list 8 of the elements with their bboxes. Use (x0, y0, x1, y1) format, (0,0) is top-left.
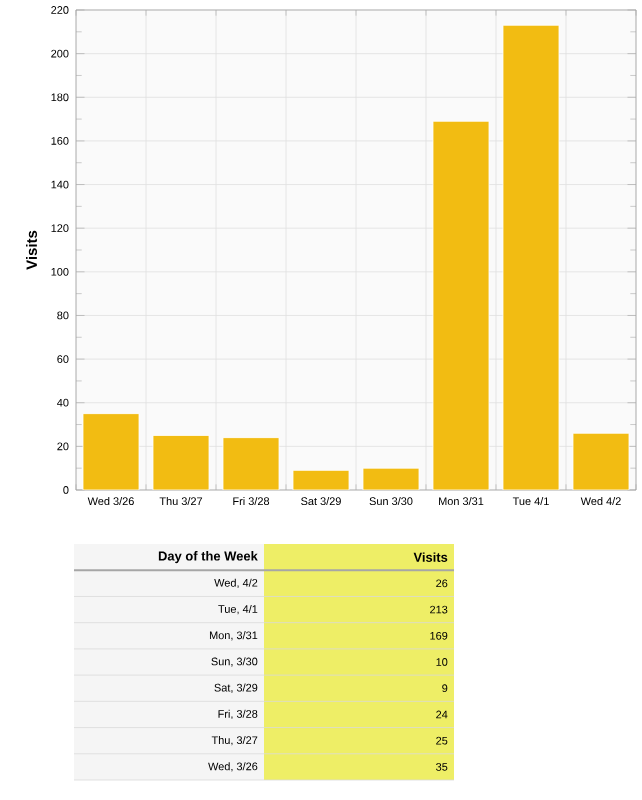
bar (152, 435, 210, 490)
bar (502, 24, 560, 490)
bar (222, 437, 280, 490)
bar (82, 413, 140, 490)
bar (292, 469, 350, 490)
bar (362, 467, 420, 490)
bar (432, 120, 490, 490)
bar (572, 432, 630, 490)
